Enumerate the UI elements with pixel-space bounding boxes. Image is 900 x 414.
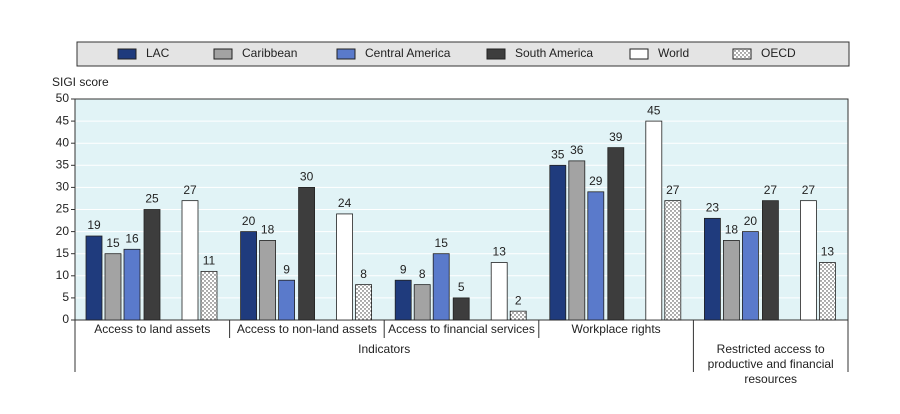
y-tick-label: 20	[56, 224, 70, 238]
legend-label: Caribbean	[242, 46, 297, 60]
x-tick-label: Access to financial services	[388, 322, 535, 336]
value-label: 5	[458, 280, 465, 294]
bar	[181, 200, 199, 321]
value-label: 15	[106, 236, 120, 250]
bar	[742, 231, 759, 321]
bar	[259, 240, 277, 321]
bar	[452, 297, 470, 321]
value-label: 13	[493, 245, 507, 259]
value-label: 19	[87, 218, 101, 232]
y-tick-label: 30	[56, 180, 70, 194]
y-axis-title: SIGI score	[52, 75, 109, 89]
value-label: 23	[706, 201, 720, 215]
legend-label: LAC	[146, 46, 170, 60]
y-tick-label: 10	[56, 268, 70, 282]
value-label: 18	[261, 223, 275, 237]
bar	[762, 200, 779, 321]
value-label: 24	[338, 196, 352, 210]
bar	[549, 164, 567, 321]
legend-label: Central America	[365, 46, 451, 60]
value-label: 16	[125, 231, 139, 245]
value-label: 13	[821, 245, 835, 259]
bar	[432, 253, 450, 321]
value-label: 20	[242, 214, 256, 228]
legend-label: South America	[515, 46, 593, 60]
value-label: 36	[570, 143, 584, 157]
y-tick-label: 25	[56, 202, 70, 216]
value-label: 35	[551, 147, 565, 161]
legend-swatch	[336, 48, 356, 60]
value-label: 27	[183, 183, 197, 197]
x-tick-label: Access to land assets	[94, 322, 210, 336]
x-group-label: Restricted access to productive and fina…	[707, 342, 834, 386]
bar	[240, 231, 258, 321]
bar	[607, 147, 625, 321]
value-label: 9	[400, 262, 407, 276]
value-label: 29	[589, 174, 603, 188]
value-label: 20	[744, 214, 758, 228]
bar	[298, 186, 316, 321]
bar	[509, 310, 527, 321]
bar	[645, 120, 663, 321]
legend-swatch	[117, 48, 137, 60]
bar	[800, 200, 817, 321]
bar	[143, 209, 161, 321]
y-tick-label: 0	[62, 312, 69, 326]
bar	[723, 240, 740, 321]
bar	[336, 213, 354, 321]
x-tick-label: Workplace rights	[572, 322, 661, 336]
value-label: 11	[203, 254, 216, 268]
y-tick-label: 40	[56, 135, 70, 149]
bar	[278, 279, 296, 321]
y-tick-label: 35	[56, 157, 70, 171]
bar	[355, 284, 373, 321]
value-label: 9	[283, 262, 290, 276]
y-tick-label: 50	[56, 91, 70, 105]
legend-swatch	[629, 48, 649, 60]
value-label: 18	[725, 223, 739, 237]
value-label: 39	[609, 130, 623, 144]
bar	[587, 191, 605, 321]
y-tick-label: 45	[56, 113, 70, 127]
legend-label: OECD	[761, 46, 796, 60]
value-label: 30	[300, 170, 314, 184]
bar	[413, 284, 431, 321]
legend-label: World	[658, 46, 689, 60]
y-tick-label: 15	[56, 246, 70, 260]
value-label: 45	[647, 103, 661, 117]
value-label: 27	[802, 183, 816, 197]
bar	[394, 279, 412, 321]
value-label: 8	[419, 267, 426, 281]
x-group-label: Indicators	[358, 342, 411, 356]
bar	[200, 270, 218, 321]
bar	[123, 248, 141, 321]
legend-swatch	[732, 48, 752, 60]
bar	[490, 262, 508, 321]
bar	[104, 253, 122, 321]
value-label: 8	[360, 267, 367, 281]
x-tick-label: Access to non-land assets	[237, 322, 377, 336]
value-label: 27	[764, 183, 778, 197]
legend-swatch	[486, 48, 506, 60]
value-label: 2	[515, 293, 522, 307]
bar	[704, 217, 721, 321]
value-label: 27	[666, 183, 680, 197]
bar	[85, 235, 103, 321]
value-label: 15	[435, 236, 449, 250]
legend-box	[76, 41, 850, 67]
y-tick-label: 5	[62, 290, 69, 304]
bar	[819, 262, 836, 321]
legend-swatch	[213, 48, 233, 60]
bar	[664, 200, 682, 321]
value-label: 25	[145, 192, 159, 206]
bar	[568, 160, 586, 321]
